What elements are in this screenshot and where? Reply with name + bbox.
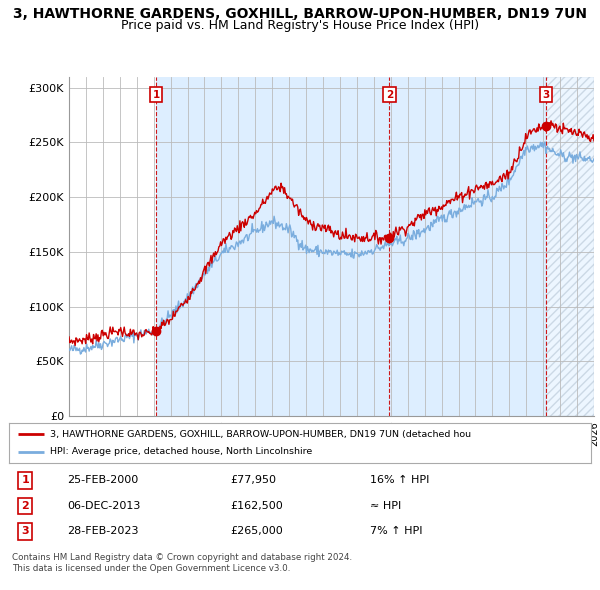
Text: ≈ HPI: ≈ HPI [370, 501, 401, 511]
Text: 25-FEB-2000: 25-FEB-2000 [67, 476, 139, 486]
Text: 7% ↑ HPI: 7% ↑ HPI [370, 526, 422, 536]
Text: Contains HM Land Registry data © Crown copyright and database right 2024.
This d: Contains HM Land Registry data © Crown c… [12, 553, 352, 573]
Text: 3: 3 [22, 526, 29, 536]
Text: 3, HAWTHORNE GARDENS, GOXHILL, BARROW-UPON-HUMBER, DN19 7UN (detached hou: 3, HAWTHORNE GARDENS, GOXHILL, BARROW-UP… [50, 430, 471, 439]
Text: Price paid vs. HM Land Registry's House Price Index (HPI): Price paid vs. HM Land Registry's House … [121, 19, 479, 32]
Bar [156, 77, 389, 416]
Text: 16% ↑ HPI: 16% ↑ HPI [370, 476, 429, 486]
Bar [389, 77, 546, 416]
Bar [546, 77, 594, 416]
Text: £265,000: £265,000 [230, 526, 283, 536]
Text: 2: 2 [386, 90, 393, 100]
Text: 2: 2 [22, 501, 29, 511]
Text: 06-DEC-2013: 06-DEC-2013 [67, 501, 140, 511]
Text: 28-FEB-2023: 28-FEB-2023 [67, 526, 139, 536]
Text: £77,950: £77,950 [230, 476, 276, 486]
Text: 1: 1 [22, 476, 29, 486]
Text: HPI: Average price, detached house, North Lincolnshire: HPI: Average price, detached house, Nort… [50, 447, 312, 457]
Text: 1: 1 [152, 90, 160, 100]
Text: 3: 3 [542, 90, 550, 100]
Text: £162,500: £162,500 [230, 501, 283, 511]
Text: 3, HAWTHORNE GARDENS, GOXHILL, BARROW-UPON-HUMBER, DN19 7UN: 3, HAWTHORNE GARDENS, GOXHILL, BARROW-UP… [13, 7, 587, 21]
